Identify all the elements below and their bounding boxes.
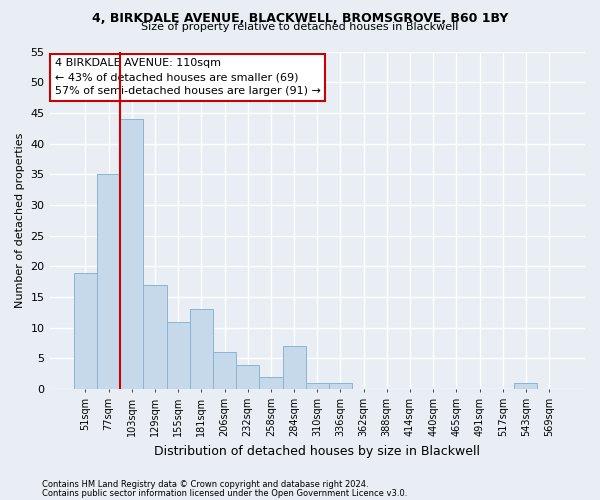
- Bar: [283, 346, 305, 389]
- Text: Size of property relative to detached houses in Blackwell: Size of property relative to detached ho…: [142, 22, 458, 32]
- Text: 4 BIRKDALE AVENUE: 110sqm
← 43% of detached houses are smaller (69)
57% of semi-: 4 BIRKDALE AVENUE: 110sqm ← 43% of detac…: [55, 58, 321, 96]
- Bar: [305, 383, 329, 389]
- X-axis label: Distribution of detached houses by size in Blackwell: Distribution of detached houses by size …: [154, 444, 480, 458]
- Text: Contains public sector information licensed under the Open Government Licence v3: Contains public sector information licen…: [42, 488, 407, 498]
- Bar: [97, 174, 120, 389]
- Text: Contains HM Land Registry data © Crown copyright and database right 2024.: Contains HM Land Registry data © Crown c…: [42, 480, 368, 489]
- Bar: [143, 285, 167, 389]
- Bar: [167, 322, 190, 389]
- Bar: [329, 383, 352, 389]
- Y-axis label: Number of detached properties: Number of detached properties: [15, 132, 25, 308]
- Bar: [213, 352, 236, 389]
- Bar: [514, 383, 538, 389]
- Bar: [190, 310, 213, 389]
- Text: 4, BIRKDALE AVENUE, BLACKWELL, BROMSGROVE, B60 1BY: 4, BIRKDALE AVENUE, BLACKWELL, BROMSGROV…: [92, 12, 508, 26]
- Bar: [120, 119, 143, 389]
- Bar: [236, 364, 259, 389]
- Bar: [74, 272, 97, 389]
- Bar: [259, 377, 283, 389]
